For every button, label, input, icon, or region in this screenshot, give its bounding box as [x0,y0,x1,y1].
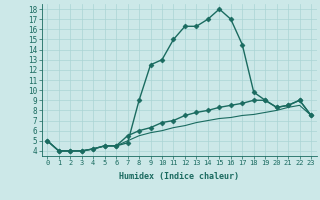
X-axis label: Humidex (Indice chaleur): Humidex (Indice chaleur) [119,172,239,181]
